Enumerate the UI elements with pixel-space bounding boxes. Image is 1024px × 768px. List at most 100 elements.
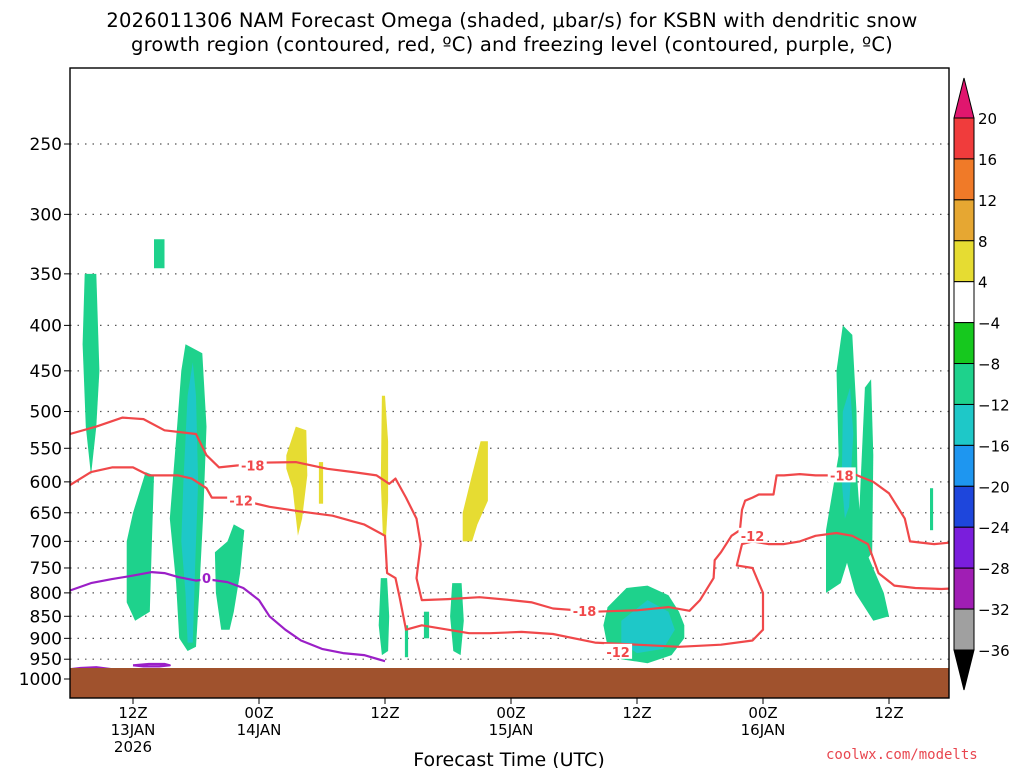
y-axis: 2503003504004505005506006507007508008509… xyxy=(19,135,70,690)
colorbar-label: −20 xyxy=(978,478,1010,496)
y-tick-label: 550 xyxy=(30,439,62,459)
omega-region xyxy=(621,600,675,654)
omega-region xyxy=(380,395,389,536)
omega-region xyxy=(404,625,409,658)
contour-label: -12 xyxy=(229,495,253,510)
contour-label: -12 xyxy=(741,530,765,545)
colorbar-label: −12 xyxy=(978,396,1010,414)
contour-label: 0 xyxy=(202,572,211,587)
contour-label-bg xyxy=(570,602,599,618)
contour-label-bg xyxy=(238,457,267,473)
plot-frame xyxy=(69,67,950,699)
colorbar-segment xyxy=(953,281,975,324)
colorbar-segment xyxy=(953,199,975,242)
y-tick-label: 450 xyxy=(30,362,62,382)
omega-region xyxy=(181,362,199,643)
omega-region xyxy=(82,273,100,476)
y-tick-label: 850 xyxy=(30,607,62,627)
y-tick-label: 250 xyxy=(30,135,62,155)
omega-region xyxy=(930,488,934,531)
y-tick-label: 650 xyxy=(30,504,62,524)
x-tick-label: 2026 xyxy=(114,738,152,756)
omega-region xyxy=(154,239,165,269)
omega-region xyxy=(318,462,324,504)
x-tick-label: 15JAN xyxy=(489,721,534,739)
contour-label-bg xyxy=(227,492,256,508)
omega-region xyxy=(841,387,854,519)
y-tick-label: 900 xyxy=(30,629,62,649)
y-tick-label: 350 xyxy=(30,265,62,285)
colorbar-segment xyxy=(953,240,975,283)
contour-label-bg xyxy=(200,570,213,586)
ground-shading xyxy=(70,668,949,698)
y-tick-label: 700 xyxy=(30,532,62,552)
omega-region xyxy=(286,426,308,536)
x-tick-label: 13JAN xyxy=(111,721,156,739)
omega-region xyxy=(858,379,874,563)
contour-label-bg xyxy=(604,643,633,659)
colorbar-top-arrow xyxy=(953,77,975,119)
y-tick-label: 600 xyxy=(30,473,62,493)
colorbar-segment xyxy=(953,526,975,569)
omega-shading xyxy=(82,239,934,664)
x-tick-label: 00Z xyxy=(748,704,777,722)
colorbar: 20 16 12 8 4 −4 −8 −12 −16 −20 −24 −28 −32 −36 xyxy=(953,77,1010,691)
omega-region xyxy=(450,583,464,656)
y-tick-label: 950 xyxy=(30,650,62,670)
contour-label: -18 xyxy=(573,605,597,620)
colorbar-label: −8 xyxy=(978,356,1000,374)
colorbar-segment xyxy=(953,403,975,446)
contour-line xyxy=(132,662,171,668)
colorbar-segment xyxy=(953,117,975,160)
x-tick-label: 00Z xyxy=(244,704,273,722)
x-tick-label: 12Z xyxy=(622,704,651,722)
colorbar-segment xyxy=(953,158,975,201)
colorbar-label: 8 xyxy=(978,233,988,251)
colorbar-label: −4 xyxy=(978,315,1000,333)
colorbar-label: −24 xyxy=(978,519,1010,537)
colorbar-label: −16 xyxy=(978,437,1010,455)
contour-label: -12 xyxy=(606,646,630,661)
x-tick-label: 00Z xyxy=(496,704,525,722)
x-tick-label: 12Z xyxy=(874,704,903,722)
colorbar-segment xyxy=(953,567,975,610)
colorbar-bottom-arrow xyxy=(953,649,975,691)
contour-label-bg xyxy=(827,467,856,483)
contour-label: -18 xyxy=(241,459,265,474)
y-tick-label: 300 xyxy=(30,205,62,225)
contour-label-bg xyxy=(738,527,767,543)
colorbar-segment xyxy=(953,485,975,528)
x-axis-label: Forecast Time (UTC) xyxy=(413,749,604,768)
colorbar-label: −28 xyxy=(978,560,1010,578)
credit-link[interactable]: coolwx.com/modelts xyxy=(826,747,978,763)
colorbar-label: −32 xyxy=(978,601,1010,619)
contour-line xyxy=(70,466,949,648)
omega-region xyxy=(826,325,889,621)
x-tick-label: 16JAN xyxy=(741,721,786,739)
omega-region xyxy=(462,441,488,542)
colorbar-label: 12 xyxy=(978,192,997,210)
x-tick-label: 12Z xyxy=(370,704,399,722)
omega-region xyxy=(378,578,390,656)
y-tick-label: 750 xyxy=(30,559,62,579)
colorbar-label: −36 xyxy=(978,642,1010,660)
colorbar-segment xyxy=(953,322,975,365)
chart-title-line1: 2026011306 NAM Forecast Omega (shaded, μ… xyxy=(106,9,918,32)
y-tick-label: 500 xyxy=(30,403,62,423)
x-tick-label: 14JAN xyxy=(237,721,282,739)
colorbar-segment xyxy=(953,363,975,405)
y-tick-label: 1000 xyxy=(19,670,62,690)
contour-line xyxy=(70,571,386,663)
colorbar-label: 16 xyxy=(978,151,997,169)
colorbar-segment xyxy=(953,608,975,651)
x-tick-label: 12Z xyxy=(118,704,147,722)
colorbar-label: 4 xyxy=(978,274,988,292)
omega-region xyxy=(126,472,154,621)
colorbar-label: 20 xyxy=(978,110,997,128)
y-tick-label: 400 xyxy=(30,316,62,336)
contour-labels: -18 -12 0 -18 -12 -12 -18 xyxy=(200,457,856,661)
colorbar-segment xyxy=(953,444,975,487)
chart-title-line2: growth region (contoured, red, ºC) and f… xyxy=(131,33,893,56)
